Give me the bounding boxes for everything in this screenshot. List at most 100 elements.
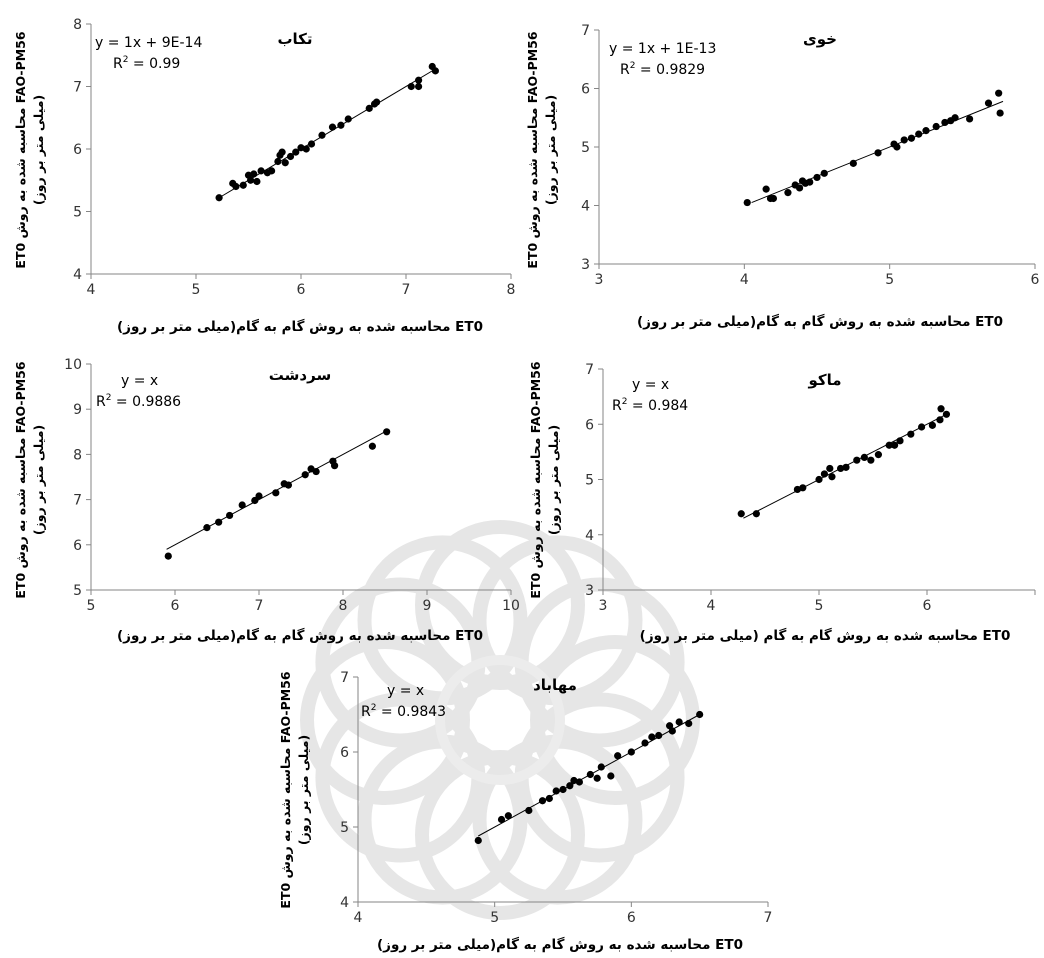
data-point [743, 198, 751, 207]
y-tick-label: 5 [73, 583, 82, 599]
data-point [302, 145, 310, 153]
x-axis-label: ET0 محاسبه شده به روش گام به گام(میلی مت… [117, 318, 483, 335]
data-point [331, 462, 339, 470]
regression-equation: y = x [632, 377, 669, 393]
data-point [932, 122, 940, 131]
r-squared-symbol: R [361, 704, 371, 720]
r-squared-label: R2 = 0.9843 [361, 703, 446, 720]
y-axis-label-line2: (میلی متر بر روز) [31, 95, 46, 205]
x-tick-label: 5 [192, 282, 201, 298]
y-axis-label-line2: (میلی متر بر روز) [546, 425, 561, 535]
data-point [815, 475, 823, 484]
data-point [538, 797, 547, 805]
y-tick-label: 7 [581, 23, 590, 39]
data-point [268, 167, 276, 175]
data-point [893, 143, 901, 151]
data-point [813, 173, 821, 182]
regression-equation: y = x [121, 373, 158, 389]
y-tick-label: 7 [73, 80, 82, 96]
data-point [274, 157, 282, 166]
data-point [215, 194, 223, 202]
y-tick-label: 10 [64, 357, 82, 373]
data-point [215, 518, 223, 526]
r-squared-value: = 0.9829 [635, 62, 705, 78]
data-point [820, 169, 828, 177]
y-axis-label-line2: (میلی متر بر روز) [31, 425, 46, 535]
x-tick-label: 5 [87, 598, 96, 614]
x-tick-label: 4 [707, 598, 716, 614]
data-point [941, 118, 949, 127]
data-point [996, 109, 1004, 117]
y-tick-label: 5 [585, 473, 594, 489]
data-point [853, 456, 861, 464]
x-tick-label: 6 [171, 598, 180, 614]
data-point [907, 134, 916, 142]
x-tick-label: 8 [339, 598, 348, 614]
data-point [874, 149, 882, 157]
data-point [942, 410, 951, 418]
y-tick-label: 4 [581, 199, 590, 215]
r-squared-superscript: 2 [630, 61, 636, 71]
data-point [752, 510, 760, 518]
data-point [627, 748, 635, 756]
data-point [497, 815, 506, 824]
y-axis-label: FAO-PM56 محاسبه شده به روش ET0(میلی متر … [13, 361, 46, 598]
data-point [966, 115, 974, 123]
x-tick-label: 3 [599, 598, 608, 614]
scatter-chart-5: 4 5 6 7 4 5 6 7 مهاباد y = x R2 = 0.9843 ET0 محاسبه… [278, 670, 772, 953]
data-point [415, 82, 423, 91]
x-axis-label: ET0 محاسبه شده به روش گام به گام(میلی مت… [377, 936, 743, 953]
y-tick-label: 9 [73, 402, 82, 418]
y-tick-label: 7 [73, 493, 82, 509]
data-point [655, 731, 663, 740]
data-point [922, 127, 930, 135]
data-point [837, 464, 845, 473]
y-tick-label: 4 [585, 528, 594, 544]
data-point [255, 492, 263, 500]
data-point [597, 763, 605, 771]
data-point [281, 159, 289, 167]
x-tick-label: 4 [740, 272, 749, 288]
data-point [226, 511, 234, 520]
r-squared-superscript: 2 [106, 393, 112, 403]
y-tick-label: 7 [585, 362, 594, 378]
chart-title: سردشت [269, 366, 331, 384]
data-point [937, 405, 945, 413]
x-tick-label: 9 [423, 598, 432, 614]
chart-title: مهاباد [533, 676, 577, 694]
data-point [232, 182, 240, 191]
data-point [849, 159, 857, 167]
data-point [586, 770, 594, 779]
data-point [648, 733, 656, 741]
data-point [951, 114, 959, 122]
y-axis-label-line1: FAO-PM56 محاسبه شده به روش ET0 [525, 31, 540, 268]
data-point [286, 152, 295, 161]
data-point [769, 194, 778, 203]
data-point [312, 467, 320, 476]
data-point [984, 99, 993, 107]
data-point [860, 453, 868, 461]
data-point [806, 178, 814, 186]
y-tick-label: 5 [73, 205, 82, 221]
data-point [896, 437, 904, 445]
y-tick-label: 5 [340, 820, 349, 836]
data-point [284, 481, 292, 489]
y-axis-label-line1: FAO-PM56 محاسبه شده به روش ET0 [528, 361, 543, 598]
x-axis-label: ET0 محاسبه شده به روش گام به گام (میلی م… [640, 627, 1011, 644]
y-tick-label: 4 [340, 895, 349, 911]
y-tick-label: 6 [73, 142, 82, 158]
y-tick-label: 4 [73, 267, 82, 283]
data-point [575, 778, 584, 786]
r-squared-symbol: R [612, 398, 622, 414]
data-point [525, 806, 533, 815]
x-tick-label: 7 [764, 910, 773, 926]
r-squared-value: = 0.99 [128, 56, 180, 72]
y-axis-label-line1: FAO-PM56 محاسبه شده به روش ET0 [278, 671, 293, 908]
y-tick-label: 3 [585, 583, 594, 599]
data-point [504, 812, 512, 820]
data-point [383, 428, 391, 436]
y-axis-label: FAO-PM56 محاسبه شده به روش ET0(میلی متر … [525, 31, 558, 268]
data-point [891, 441, 899, 449]
r-squared-superscript: 2 [123, 55, 129, 65]
